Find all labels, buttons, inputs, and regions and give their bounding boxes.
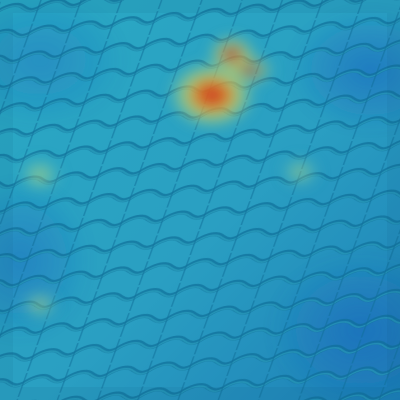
warm-spot-bottom-left	[18, 287, 62, 323]
hotspot-right-lobe	[224, 52, 276, 88]
warm-spot-left	[16, 155, 64, 195]
heat-activations	[16, 33, 322, 323]
warm-spot-right	[278, 154, 322, 190]
